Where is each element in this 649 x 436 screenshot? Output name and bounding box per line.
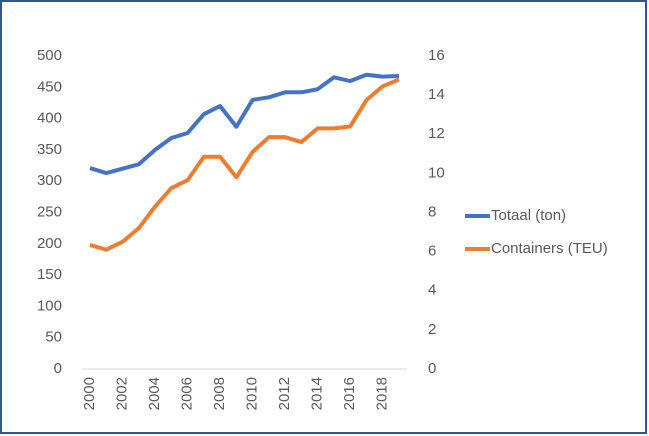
- y2-tick-label: 0: [428, 360, 436, 377]
- y2-tick-label: 16: [428, 47, 445, 64]
- y-tick-label: 200: [37, 235, 62, 252]
- y-tick-label: 150: [37, 266, 62, 283]
- series-line: [89, 77, 400, 252]
- y2-tick-label: 8: [428, 203, 436, 220]
- y-tick-label: 400: [37, 110, 62, 127]
- x-tick-label: 2004: [146, 377, 163, 410]
- x-tick-label: 2008: [211, 377, 228, 410]
- series-line: [89, 72, 400, 176]
- y-tick-label: 0: [54, 360, 62, 377]
- y-tick-label: 250: [37, 203, 62, 220]
- y-tick-label: 300: [37, 172, 62, 189]
- x-tick-label: 2002: [113, 377, 130, 410]
- y-tick-label: 50: [45, 329, 62, 346]
- y2-tick-label: 12: [428, 125, 445, 142]
- x-tick-label: 2000: [81, 377, 98, 410]
- y-tick-label: 350: [37, 141, 62, 158]
- y-tick-label: 100: [37, 297, 62, 314]
- x-tick-label: 2006: [179, 377, 196, 410]
- y2-tick-label: 4: [428, 282, 436, 299]
- y-tick-label: 500: [37, 47, 62, 64]
- y2-tick-label: 6: [428, 243, 436, 260]
- legend-label: Containers (TEU): [491, 240, 608, 257]
- x-tick-label: 2018: [374, 377, 391, 410]
- y2-tick-label: 2: [428, 321, 436, 338]
- y2-tick-label: 14: [428, 86, 445, 103]
- y2-tick-label: 10: [428, 164, 445, 181]
- x-tick-label: 2014: [309, 377, 326, 410]
- legend-label: Totaal (ton): [491, 207, 566, 224]
- x-tick-label: 2016: [341, 377, 358, 410]
- x-tick-label: 2010: [244, 377, 261, 410]
- y-tick-label: 450: [37, 78, 62, 95]
- x-tick-label: 2012: [276, 377, 293, 410]
